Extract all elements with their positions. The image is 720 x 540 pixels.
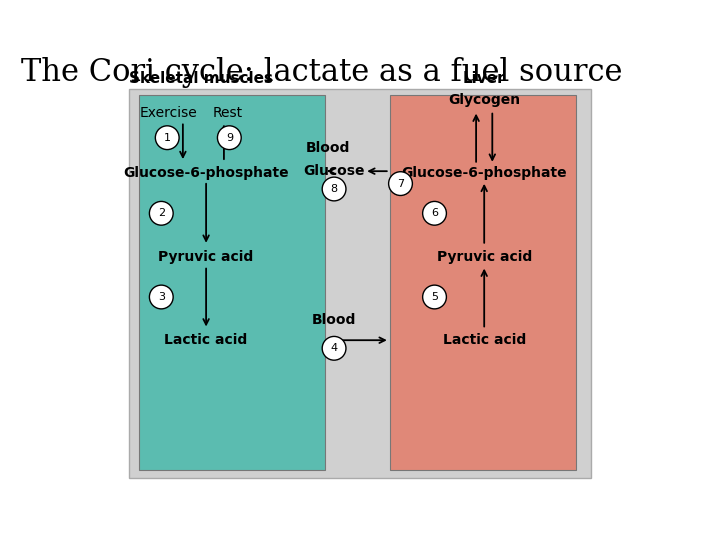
Bar [129,89,591,478]
Text: Skeletal muscles: Skeletal muscles [129,71,273,86]
Circle shape [323,177,346,201]
Text: 7: 7 [397,179,404,188]
Circle shape [423,201,446,225]
Circle shape [150,201,173,225]
Text: Blood: Blood [305,141,350,156]
Text: 1: 1 [163,133,171,143]
Text: Liver: Liver [463,71,505,86]
Circle shape [423,285,446,309]
Text: 2: 2 [158,208,165,218]
Text: 3: 3 [158,292,165,302]
Text: Glucose-6-phosphate: Glucose-6-phosphate [401,166,567,180]
Text: Lactic acid: Lactic acid [443,333,526,347]
Text: Pyruvic acid: Pyruvic acid [436,249,532,264]
Text: Glucose-6-phosphate: Glucose-6-phosphate [123,166,289,180]
Text: The Cori cycle: lactate as a fuel source: The Cori cycle: lactate as a fuel source [22,57,623,89]
Circle shape [156,126,179,150]
Text: Lactic acid: Lactic acid [164,333,248,347]
Bar [390,94,576,470]
Text: Rest: Rest [212,106,243,120]
Circle shape [389,172,413,195]
Text: Pyruvic acid: Pyruvic acid [158,249,253,264]
Text: 8: 8 [330,184,338,194]
Circle shape [150,285,173,309]
Text: Glycogen: Glycogen [448,93,521,107]
Bar [138,94,325,470]
Text: 9: 9 [226,133,233,143]
Text: 5: 5 [431,292,438,302]
Text: Exercise: Exercise [140,106,197,120]
Circle shape [217,126,241,150]
Circle shape [323,336,346,360]
Text: 6: 6 [431,208,438,218]
Text: Glucose: Glucose [303,164,365,178]
Text: 4: 4 [330,343,338,353]
Text: Blood: Blood [312,313,356,327]
